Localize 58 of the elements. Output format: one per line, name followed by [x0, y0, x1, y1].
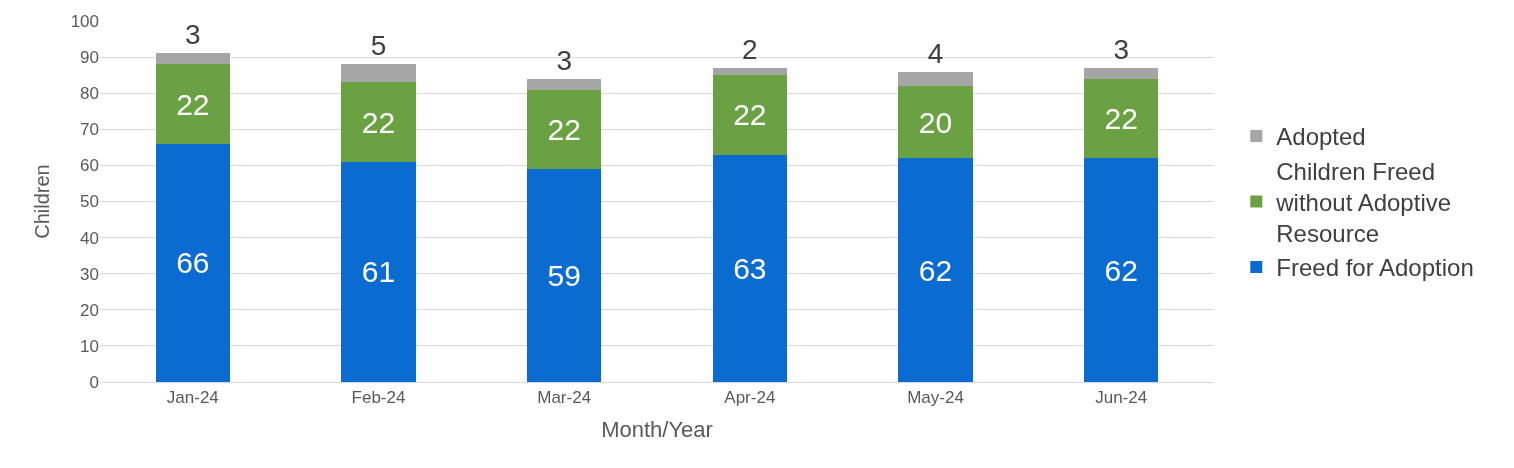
x-tick-label: Mar-24 [537, 388, 592, 408]
y-tick-label: 100 [70, 11, 99, 31]
bar [898, 158, 973, 382]
y-tick-label: 30 [80, 264, 99, 284]
y-tick-label: 0 [89, 372, 99, 392]
y-tick-label: 40 [80, 228, 99, 248]
y-tick-label: 70 [80, 120, 99, 140]
bar [155, 143, 230, 382]
legend-label: Freed for Adoption [1276, 254, 1474, 282]
data-label: 63 [733, 251, 767, 285]
data-label: 59 [547, 259, 581, 293]
y-tick-label: 80 [80, 84, 99, 104]
bar [712, 154, 787, 382]
bar [155, 64, 230, 144]
bar [341, 82, 416, 162]
bar [1084, 78, 1159, 159]
data-label: 5 [370, 30, 387, 62]
bar [341, 64, 416, 83]
legend-label: Children Freed without Adoptive Resource [1275, 157, 1452, 248]
data-label: 22 [733, 98, 767, 132]
data-label: 3 [185, 19, 201, 51]
bar [712, 67, 787, 76]
x-tick-label: May-24 [907, 388, 964, 408]
data-label: 62 [1104, 253, 1138, 287]
y-tick-label: 50 [80, 192, 99, 212]
bar [155, 53, 230, 65]
data-label: 22 [547, 112, 581, 146]
x-axis-title: Month/Year [601, 417, 713, 443]
bar [1084, 67, 1159, 79]
bar [527, 169, 602, 382]
data-label: 3 [556, 44, 572, 76]
y-tick-label: 10 [80, 336, 99, 356]
bar [527, 78, 602, 90]
y-tick-label: 20 [80, 300, 99, 320]
data-label: 4 [927, 37, 944, 69]
data-label: 66 [176, 246, 210, 280]
data-label: 61 [361, 255, 396, 289]
x-tick-label: Apr-24 [724, 388, 776, 408]
bar [341, 161, 416, 382]
bar [898, 85, 973, 159]
data-label: 62 [918, 253, 953, 287]
x-tick-label: Jan-24 [166, 388, 219, 408]
data-label: 2 [742, 33, 758, 65]
bar [1084, 158, 1159, 382]
bar [527, 89, 602, 170]
data-label: 22 [361, 105, 396, 139]
y-tick-label: 60 [80, 156, 99, 176]
data-label: 20 [918, 105, 953, 139]
x-tick-label: Feb-24 [351, 388, 406, 408]
data-label: 3 [1113, 33, 1129, 65]
legend-label: Adopted [1276, 123, 1366, 151]
data-label: 22 [176, 87, 210, 121]
bar [898, 71, 973, 86]
bar [712, 75, 787, 155]
x-tick-label: Jun-24 [1095, 388, 1148, 408]
data-label: 22 [1104, 101, 1138, 135]
y-axis-title: Children [31, 164, 54, 239]
y-tick-label: 90 [80, 48, 99, 68]
